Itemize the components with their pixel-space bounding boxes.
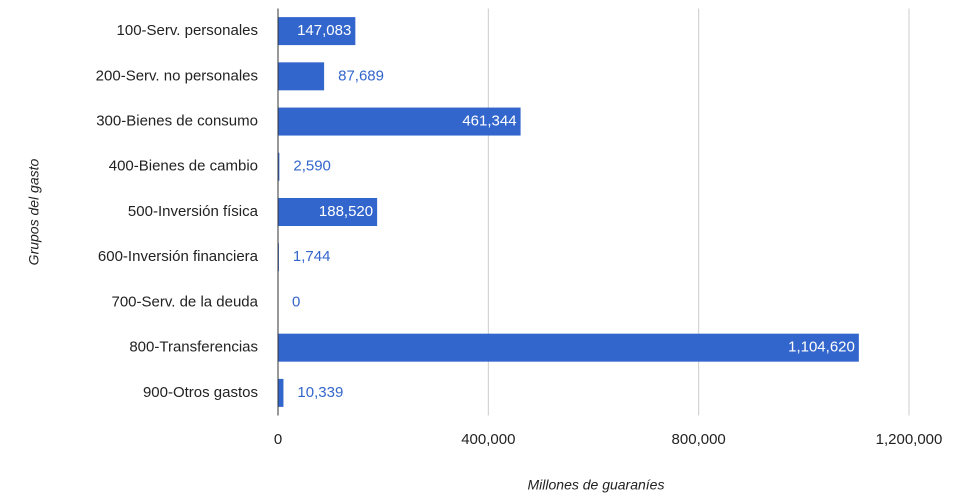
bar [278, 378, 284, 407]
data-label: 147,083 [297, 22, 351, 39]
bar [278, 17, 356, 46]
bar [278, 62, 325, 91]
x-tick-label: 400,000 [461, 431, 515, 448]
x-tick-label: 1,200,000 [876, 431, 943, 448]
data-label: 461,344 [462, 113, 516, 130]
bar [278, 107, 521, 136]
x-axis-title: Millones de guaraníes [528, 477, 665, 493]
y-tick-label: 400-Bienes de cambio [109, 158, 258, 175]
bar [278, 333, 859, 362]
data-label: 1,104,620 [788, 339, 855, 356]
data-label: 188,520 [319, 203, 373, 220]
data-label: 87,689 [338, 67, 384, 84]
y-tick-label: 700-Serv. de la deuda [112, 293, 259, 310]
y-tick-label: 100-Serv. personales [117, 22, 258, 39]
data-label: 10,339 [297, 384, 343, 401]
y-tick-label: 200-Serv. no personales [96, 67, 258, 84]
x-tick-label: 800,000 [672, 431, 726, 448]
y-axis-title: Grupos del gasto [26, 158, 42, 265]
y-tick-label: 500-Inversión física [128, 203, 259, 220]
y-tick-label: 800-Transferencias [129, 339, 258, 356]
y-tick-label: 300-Bienes de consumo [96, 113, 258, 130]
data-label: 2,590 [293, 158, 331, 175]
y-tick-label: 600-Inversión financiera [98, 248, 259, 265]
x-tick-label: 0 [274, 431, 282, 448]
data-label: 1,744 [293, 248, 331, 265]
bar [278, 198, 378, 226]
y-tick-label: 900-Otros gastos [143, 384, 258, 401]
data-label: 0 [292, 293, 300, 310]
bar [278, 152, 280, 181]
